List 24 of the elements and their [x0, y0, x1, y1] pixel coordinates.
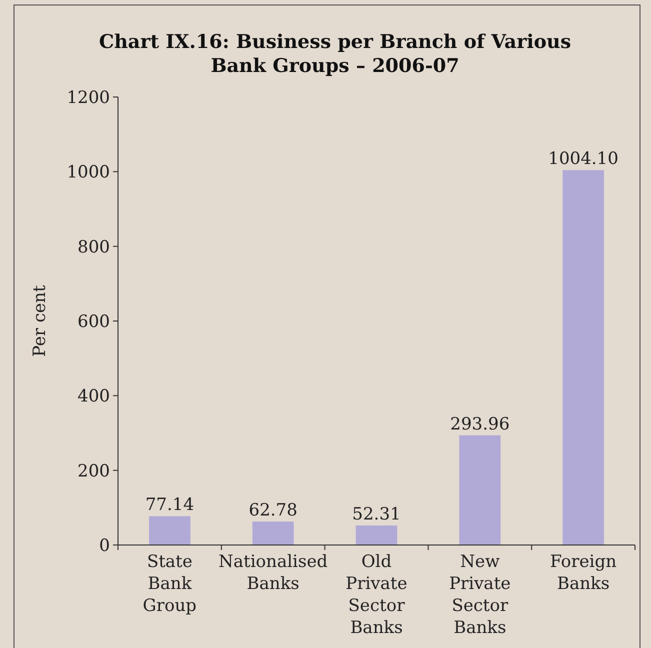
- y-tick-label: 800: [78, 237, 110, 258]
- bar: [252, 522, 294, 545]
- y-tick-label: 1000: [66, 162, 110, 183]
- data-label: 52.31: [352, 504, 401, 524]
- y-tick-label: 600: [78, 312, 110, 332]
- bar: [562, 170, 604, 545]
- y-tick-label: 1200: [66, 88, 110, 108]
- x-tick-label: State Bank Group: [142, 552, 197, 616]
- bar: [149, 516, 190, 545]
- data-label: 77.14: [145, 495, 194, 516]
- bar: [356, 525, 398, 545]
- x-tick-label: New Private Sector Banks: [449, 552, 511, 638]
- y-tick-label: 0: [99, 536, 110, 556]
- data-label: 1004.10: [548, 149, 618, 170]
- x-tick-label: Old Private Sector Banks: [346, 552, 408, 638]
- data-label: 293.96: [450, 414, 510, 434]
- y-tick-label: 400: [78, 386, 110, 407]
- bar: [459, 435, 501, 545]
- x-tick-label: Nationalised Banks: [218, 552, 328, 594]
- data-label: 62.78: [248, 500, 298, 521]
- chart-title: Chart IX.16: Business per Branch of Various Bank Groups – 2006-07: [98, 31, 572, 77]
- y-axis-title: Per cent: [30, 285, 50, 357]
- y-tick-label: 200: [78, 461, 110, 482]
- x-tick-label: Foreign Banks: [550, 552, 617, 594]
